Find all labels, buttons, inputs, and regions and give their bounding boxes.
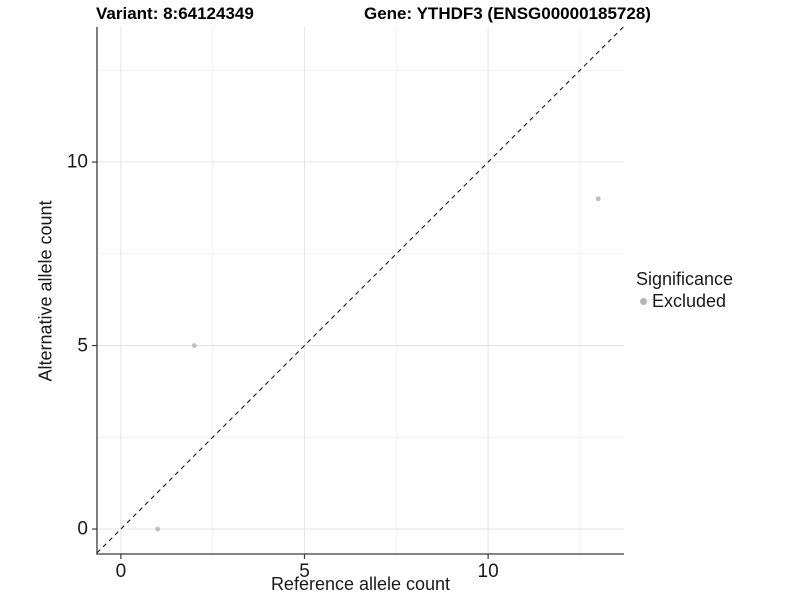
plot-title-variant: Variant: 8:64124349 <box>96 4 254 23</box>
data-point <box>595 196 601 202</box>
legend-point-icon <box>640 298 647 305</box>
identity-line <box>96 26 624 554</box>
y-tick-label: 0 <box>77 518 88 540</box>
plot-title-gene: Gene: YTHDF3 (ENSG00000185728) <box>364 4 651 23</box>
y-tick-label: 5 <box>77 335 88 357</box>
legend-item-label: Excluded <box>652 291 727 311</box>
data-point <box>155 526 160 532</box>
y-tick-label: 10 <box>66 151 88 173</box>
y-axis-title: Alternative allele count <box>35 200 56 382</box>
data-point <box>191 343 197 348</box>
x-tick-label: 5 <box>299 561 310 582</box>
legend: Significance Excluded <box>636 269 733 312</box>
x-tick-label: 10 <box>477 561 499 582</box>
x-axis-title: Reference allele count <box>270 574 451 594</box>
x-tick-label: 0 <box>115 561 127 582</box>
legend-title: Significance <box>636 269 734 289</box>
legend-item-excluded: Excluded <box>636 291 733 312</box>
